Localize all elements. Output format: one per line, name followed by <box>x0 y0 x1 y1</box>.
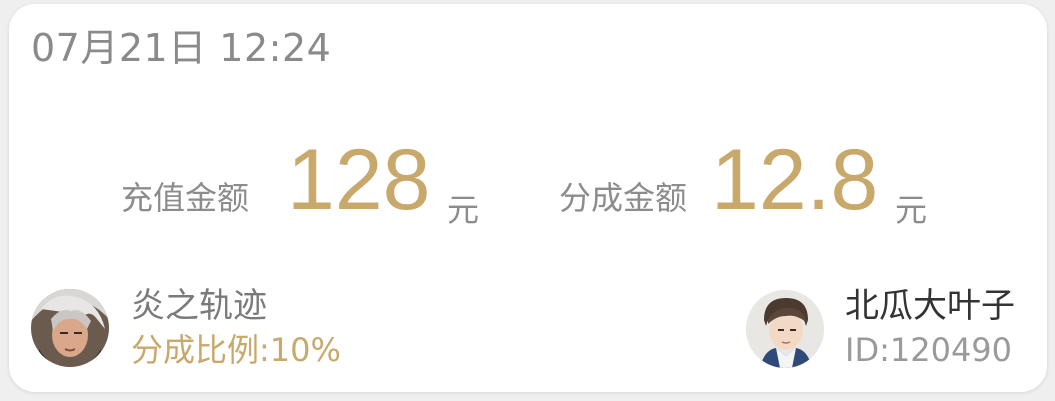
recharge-amount-block: 充值金额 128 元 <box>121 128 501 228</box>
game-character-avatar[interactable] <box>31 289 109 367</box>
share-ratio: 分成比例:10% <box>131 331 341 369</box>
game-name: 炎之轨迹 <box>131 286 267 326</box>
user-name: 北瓜大叶子 <box>845 286 1015 326</box>
share-amount-label: 分成金额 <box>559 179 688 217</box>
share-amount-block: 分成金额 12.8 元 <box>559 128 959 228</box>
recharge-amount-label: 充值金额 <box>121 179 250 217</box>
share-amount-value: 12.8 <box>711 132 879 228</box>
order-datetime: 07月21日 12:24 <box>31 26 332 70</box>
share-amount-unit: 元 <box>895 191 928 229</box>
user-avatar[interactable] <box>746 290 824 368</box>
recharge-amount-unit: 元 <box>447 191 480 229</box>
order-card[interactable]: 07月21日 12:24 充值金额 128 元 分成金额 12.8 元 炎之轨迹… <box>9 4 1047 392</box>
recharge-amount-value: 128 <box>287 132 431 228</box>
user-id: ID:120490 <box>845 331 1013 369</box>
